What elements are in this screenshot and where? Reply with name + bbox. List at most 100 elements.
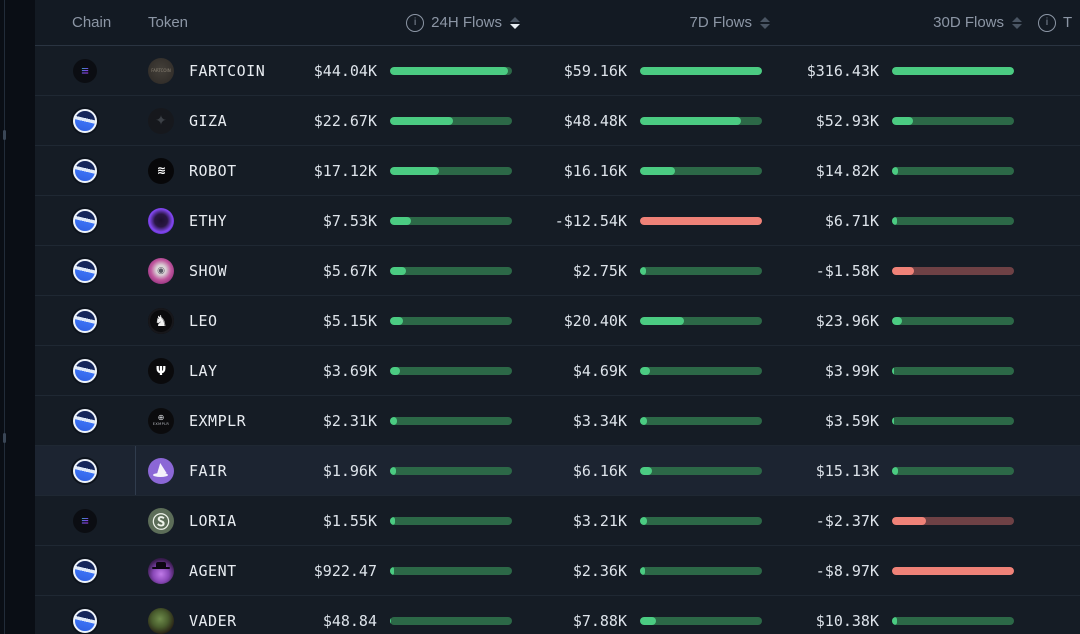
flow-30d-bar-fill xyxy=(892,616,897,625)
flow-24h-bar-fill xyxy=(390,616,392,625)
flow-24h-bar xyxy=(390,466,512,475)
30d-flows-column-header[interactable]: 30D Flows xyxy=(770,14,1022,31)
flow-30d-value: $23.96K xyxy=(815,311,879,330)
flow-7d-bar xyxy=(640,166,762,175)
flow-7d-bar xyxy=(640,466,762,475)
flow-30d-cell: $316.43K xyxy=(770,46,1022,95)
flow-30d-bar xyxy=(892,516,1014,525)
token-name: LAY xyxy=(189,361,218,380)
flow-30d-value: $52.93K xyxy=(815,111,879,130)
flow-7d-value: $59.16K xyxy=(563,61,627,80)
chain-column-header[interactable]: Chain xyxy=(35,14,135,31)
flow-24h-bar-fill xyxy=(390,166,439,175)
table-row[interactable]: FAIR $1.96K $6.16K $15.13K xyxy=(35,446,1080,496)
flow-30d-value: $316.43K xyxy=(806,61,879,80)
solana-glyph: ≡ xyxy=(81,63,89,78)
flow-7d-cell: $20.40K xyxy=(520,296,770,345)
flow-30d-cell: $10.38K xyxy=(770,596,1022,634)
flow-30d-cell: $23.96K xyxy=(770,296,1022,345)
flow-7d-bar xyxy=(640,66,762,75)
flow-30d-bar-fill xyxy=(892,566,1014,575)
table-row[interactable]: AGENT $922.47 $2.36K -$8.97K xyxy=(35,546,1080,596)
row-right-pad xyxy=(1022,596,1080,634)
flow-7d-bar xyxy=(640,366,762,375)
token-name: GIZA xyxy=(189,111,228,130)
flow-30d-cell: $52.93K xyxy=(770,96,1022,145)
flow-24h-bar-fill xyxy=(390,216,411,225)
flow-30d-bar xyxy=(892,566,1014,575)
chain-cell xyxy=(35,396,135,445)
flow-24h-cell: $1.96K xyxy=(300,446,520,495)
table-row[interactable]: ≋ ROBOT $17.12K $16.16K $14.82K xyxy=(35,146,1080,196)
divider-handle[interactable] xyxy=(3,433,6,443)
flow-7d-bar-fill xyxy=(640,516,648,525)
token-name: FARTCOIN xyxy=(189,61,266,80)
panel-divider[interactable] xyxy=(4,0,5,634)
flow-24h-cell: $17.12K xyxy=(300,146,520,195)
flow-24h-cell: $22.67K xyxy=(300,96,520,145)
flow-30d-bar-fill xyxy=(892,266,914,275)
base-chain-icon xyxy=(73,458,97,483)
7d-flows-header-label: 7D Flows xyxy=(689,14,752,31)
sort-7d-button[interactable] xyxy=(760,16,770,29)
flow-30d-cell: -$8.97K xyxy=(770,546,1022,595)
flow-7d-value: $3.34K xyxy=(572,411,627,430)
flow-24h-value: $1.55K xyxy=(322,511,377,530)
flow-7d-bar-fill xyxy=(640,566,645,575)
table-row[interactable]: VADER $48.84 $7.88K $10.38K xyxy=(35,596,1080,634)
token-name: ROBOT xyxy=(189,161,237,180)
sort-24h-button[interactable] xyxy=(510,16,520,29)
chain-cell xyxy=(35,546,135,595)
table-row[interactable]: ♞ LEO $5.15K $20.40K $23.96K xyxy=(35,296,1080,346)
divider-handle[interactable] xyxy=(3,130,6,140)
solana-chain-icon: ≡ xyxy=(73,508,97,533)
chain-cell: ≡ xyxy=(35,46,135,95)
flow-30d-value: -$2.37K xyxy=(815,511,879,530)
24h-flows-header-label: 24H Flows xyxy=(431,14,502,31)
table-row[interactable]: ≡ Ⓢ LORIA $1.55K $3.21K -$2.37K xyxy=(35,496,1080,546)
flow-30d-bar xyxy=(892,116,1014,125)
token-icon-glyph: Ⓢ xyxy=(152,513,170,533)
7d-flows-column-header[interactable]: 7D Flows xyxy=(520,14,770,31)
token-column-header[interactable]: Token xyxy=(135,14,300,31)
flow-7d-value: $3.21K xyxy=(572,511,627,530)
sort-down-icon xyxy=(510,23,520,29)
table-row[interactable]: ◉ SHOW $5.67K $2.75K -$1.58K xyxy=(35,246,1080,296)
flow-30d-bar xyxy=(892,316,1014,325)
table-row[interactable]: ETHY $7.53K -$12.54K $6.71K xyxy=(35,196,1080,246)
flow-30d-value: -$1.58K xyxy=(815,261,879,280)
token-name: FAIR xyxy=(189,461,228,480)
token-cell: Ⓢ LORIA xyxy=(135,496,300,545)
info-icon[interactable]: i xyxy=(1038,13,1056,32)
flow-24h-bar-fill xyxy=(390,66,509,75)
table-row[interactable]: ≡ FARTCOIN FARTCOIN $44.04K $59.16K $316.43K xyxy=(35,46,1080,96)
sort-30d-button[interactable] xyxy=(1012,16,1022,29)
24h-flows-column-header[interactable]: i 24H Flows xyxy=(300,13,520,32)
token-cell: AGENT xyxy=(135,546,300,595)
sort-up-icon xyxy=(510,16,520,22)
flow-7d-value: $16.16K xyxy=(563,161,627,180)
table-row[interactable]: Ψ LAY $3.69K $4.69K $3.99K xyxy=(35,346,1080,396)
table-row[interactable]: ✦ GIZA $22.67K $48.48K $52.93K xyxy=(35,96,1080,146)
info-icon[interactable]: i xyxy=(406,13,425,32)
flow-30d-bar xyxy=(892,216,1014,225)
token-cell: FAIR xyxy=(135,446,300,495)
flow-24h-bar xyxy=(390,66,512,75)
next-column-header-clipped[interactable]: i T xyxy=(1022,13,1080,32)
token-header-label: Token xyxy=(148,14,189,31)
flow-24h-bar-fill xyxy=(390,266,406,275)
flow-7d-cell: $2.36K xyxy=(520,546,770,595)
flow-7d-value: $6.16K xyxy=(572,461,627,480)
flow-7d-bar-fill xyxy=(640,266,647,275)
row-right-pad xyxy=(1022,196,1080,245)
token-name: LORIA xyxy=(189,511,237,530)
base-chain-icon xyxy=(73,108,97,133)
flow-7d-cell: $48.48K xyxy=(520,96,770,145)
flow-30d-bar-fill xyxy=(892,466,899,475)
flow-7d-bar-fill xyxy=(640,416,648,425)
table-row[interactable]: ⊕ EXMPLR EXMPLR $2.31K $3.34K $3.59K xyxy=(35,396,1080,446)
flow-7d-bar-fill xyxy=(640,116,742,125)
flow-7d-cell: $16.16K xyxy=(520,146,770,195)
token-icon-glyph: ⊕ xyxy=(157,412,165,422)
base-chain-icon xyxy=(73,208,97,233)
